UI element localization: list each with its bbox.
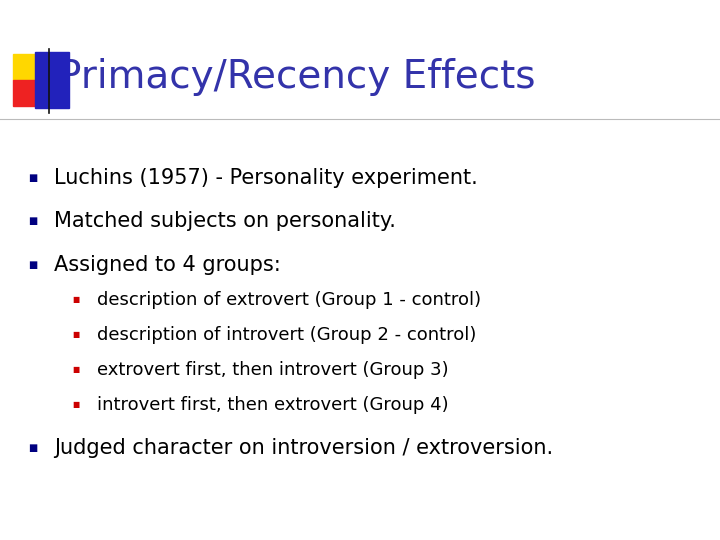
Text: ■: ■	[72, 330, 79, 339]
Bar	[13, 54, 48, 80]
Text: Luchins (1957) - Personality experiment.: Luchins (1957) - Personality experiment.	[54, 168, 478, 188]
Text: ■: ■	[28, 173, 37, 183]
Text: ■: ■	[28, 443, 37, 453]
Text: Matched subjects on personality.: Matched subjects on personality.	[54, 211, 396, 232]
Text: Judged character on introversion / extroversion.: Judged character on introversion / extro…	[54, 438, 553, 458]
Text: description of extrovert (Group 1 - control): description of extrovert (Group 1 - cont…	[97, 291, 482, 309]
Bar	[13, 80, 48, 106]
Text: Primacy/Recency Effects: Primacy/Recency Effects	[58, 58, 535, 96]
Text: ■: ■	[72, 366, 79, 374]
Text: ■: ■	[72, 295, 79, 304]
Text: extrovert first, then introvert (Group 3): extrovert first, then introvert (Group 3…	[97, 361, 449, 379]
Text: description of introvert (Group 2 - control): description of introvert (Group 2 - cont…	[97, 326, 477, 344]
Text: ■: ■	[28, 260, 37, 269]
Bar	[35, 52, 69, 108]
Text: ■: ■	[28, 217, 37, 226]
Text: Assigned to 4 groups:: Assigned to 4 groups:	[54, 254, 281, 275]
Text: introvert first, then extrovert (Group 4): introvert first, then extrovert (Group 4…	[97, 396, 449, 414]
Text: ■: ■	[72, 401, 79, 409]
